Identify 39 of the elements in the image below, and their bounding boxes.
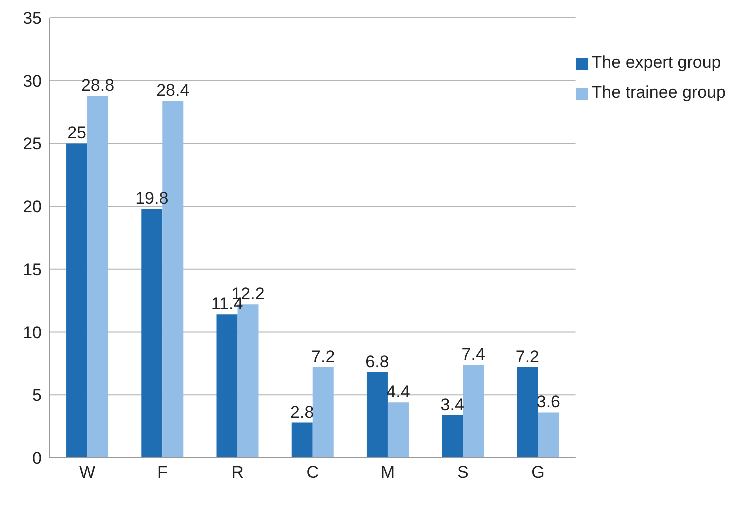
x-tick-label: F bbox=[157, 463, 168, 482]
data-label: 7.2 bbox=[312, 347, 336, 366]
x-tick-label: G bbox=[532, 463, 545, 482]
data-label: 28.8 bbox=[81, 76, 115, 95]
bar bbox=[216, 314, 238, 458]
y-tick-label: 30 bbox=[23, 72, 42, 91]
data-label: 7.2 bbox=[516, 347, 540, 366]
y-tick-label: 5 bbox=[32, 386, 42, 406]
bar bbox=[366, 372, 388, 458]
data-label: 2.8 bbox=[290, 402, 314, 422]
legend-label: The expert group bbox=[592, 53, 722, 72]
y-tick-label: 15 bbox=[23, 260, 42, 280]
bar bbox=[463, 364, 484, 458]
data-label: 3.4 bbox=[440, 395, 464, 414]
data-label: 6.8 bbox=[366, 352, 390, 372]
y-tick-label: 10 bbox=[23, 323, 42, 342]
bar bbox=[442, 415, 464, 458]
y-tick-label: 25 bbox=[23, 134, 42, 154]
x-tick-label: S bbox=[457, 463, 469, 482]
y-tick-label: 0 bbox=[32, 449, 42, 468]
bar bbox=[292, 422, 313, 458]
bar bbox=[66, 144, 88, 458]
x-tick-label: C bbox=[306, 463, 320, 482]
bar bbox=[538, 412, 560, 458]
bar bbox=[517, 367, 538, 458]
data-label: 28.4 bbox=[156, 80, 190, 100]
x-tick-label: W bbox=[80, 463, 96, 482]
bar bbox=[312, 367, 334, 458]
bar bbox=[388, 402, 409, 458]
bar bbox=[142, 209, 163, 458]
bar bbox=[88, 96, 109, 458]
y-tick-label: 35 bbox=[23, 9, 42, 28]
data-label: 19.8 bbox=[136, 189, 169, 208]
x-tick-label: R bbox=[232, 463, 244, 482]
y-tick-label: 20 bbox=[23, 198, 42, 217]
data-label: 25 bbox=[68, 124, 86, 143]
legend-label: The trainee group bbox=[592, 83, 726, 102]
data-label: 7.4 bbox=[462, 344, 486, 364]
x-tick-label: M bbox=[380, 463, 396, 482]
